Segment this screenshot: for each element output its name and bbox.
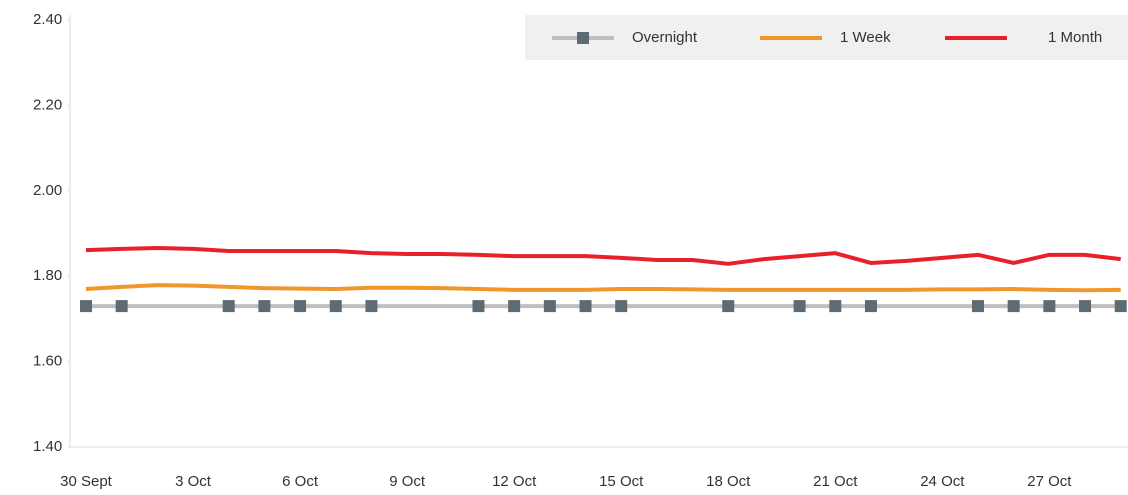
- x-tick-label: 12 Oct: [492, 473, 537, 490]
- y-tick-label: 2.20: [33, 96, 62, 113]
- series-line: [85, 283, 1121, 293]
- y-tick-label: 1.80: [33, 267, 62, 284]
- legend-box: [525, 15, 1128, 60]
- x-tick-label: 6 Oct: [282, 473, 319, 490]
- legend-marker: [577, 32, 589, 44]
- series-marker: [543, 300, 556, 313]
- x-tick-label: 18 Oct: [706, 473, 751, 490]
- series-marker: [615, 300, 628, 313]
- x-tick-label: 27 Oct: [1027, 473, 1072, 490]
- series-marker: [722, 300, 735, 313]
- series-marker: [579, 300, 592, 313]
- series-marker: [1079, 300, 1092, 313]
- series-marker: [864, 300, 877, 313]
- series-marker: [972, 300, 984, 313]
- series-marker: [222, 300, 235, 313]
- series-marker: [115, 300, 128, 313]
- y-tick-label: 2.00: [33, 182, 62, 199]
- x-tick-label: 24 Oct: [920, 473, 965, 490]
- x-tick-label: 30 Sept: [60, 473, 113, 490]
- series-marker: [829, 300, 842, 313]
- x-tick-label: 9 Oct: [389, 473, 426, 490]
- series-marker: [365, 300, 378, 313]
- series-marker: [329, 300, 342, 313]
- x-tick-label: 15 Oct: [599, 473, 644, 490]
- series-marker: [258, 300, 271, 313]
- series-marker: [80, 300, 92, 313]
- series-marker: [508, 300, 521, 313]
- series-marker: [472, 300, 485, 313]
- series-marker: [1007, 300, 1020, 313]
- series-marker: [1043, 300, 1056, 313]
- legend-label: 1 Week: [840, 29, 891, 46]
- series-marker: [1114, 300, 1127, 313]
- x-tick-label: 3 Oct: [175, 473, 212, 490]
- legend-label: Overnight: [632, 29, 698, 46]
- y-tick-label: 1.60: [33, 353, 62, 370]
- y-tick-label: 2.40: [33, 11, 62, 28]
- series-marker: [294, 300, 307, 313]
- series-line: [85, 246, 1121, 266]
- series-marker: [793, 300, 806, 313]
- x-tick-label: 21 Oct: [813, 473, 858, 490]
- y-tick-label: 1.40: [33, 438, 62, 455]
- legend-label: 1 Month: [1048, 29, 1102, 46]
